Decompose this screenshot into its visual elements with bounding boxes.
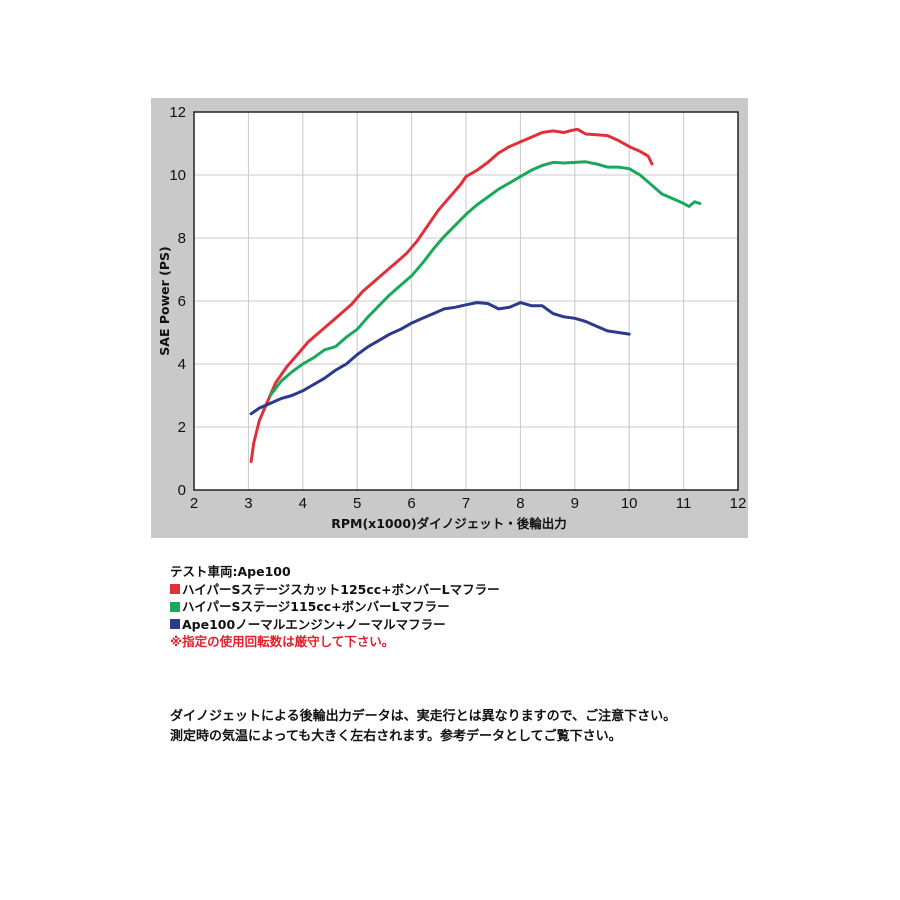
legend-swatch (170, 619, 180, 630)
y-tick-label: 10 (169, 167, 186, 184)
y-axis-label: SAE Power (PS) (157, 246, 172, 355)
note-line-1: ダイノジェットによる後輪出力データは、実走行とは異なりますので、ご注意下さい。 (170, 709, 677, 724)
x-tick-label: 10 (621, 495, 638, 512)
x-tick-label: 2 (190, 495, 198, 512)
series-line-0 (249, 127, 654, 464)
legend-title: テスト車両:Ape100 (170, 564, 291, 579)
legend-item-label: Ape100ノーマルエンジン+ノーマルマフラー (182, 616, 446, 632)
x-tick-label: 11 (676, 495, 692, 512)
y-tick-label: 4 (178, 356, 186, 373)
series-lines (249, 127, 702, 464)
legend-item-label: ハイパーSステージ115cc+ボンバーLマフラー (182, 599, 450, 614)
dyno-chart: 2 3 4 5 6 7 8 9 10 11 12 0 2 4 6 8 10 12 RPM(x1000)ダイノジェッ… (151, 98, 748, 538)
legend-item-green: ハイパーSステージ115cc+ボンバーLマフラー (170, 598, 500, 616)
series-line-1 (268, 160, 702, 397)
legend-swatch (170, 584, 180, 595)
x-tick-label: 5 (353, 495, 361, 512)
x-tick-label: 3 (244, 495, 252, 512)
x-tick-label: 7 (462, 495, 470, 512)
y-tick-label: 8 (178, 230, 186, 247)
x-tick-label: 6 (407, 495, 415, 512)
dyno-note: ダイノジェットによる後輪出力データは、実走行とは異なりますので、ご注意下さい。 … (170, 707, 676, 747)
x-axis-label: RPM(x1000)ダイノジェット・後輪出力 (331, 516, 567, 531)
y-tick-label: 6 (178, 293, 186, 310)
x-tick-label: 12 (730, 495, 747, 512)
legend-item-blue: Ape100ノーマルエンジン+ノーマルマフラー (170, 616, 500, 634)
legend-item-label: ハイパーSステージスカット125cc+ボンバーLマフラー (182, 581, 500, 597)
legend: テスト車両:Ape100 ハイパーSステージスカット125cc+ボンバーLマフラ… (170, 563, 500, 651)
series-line-2 (249, 301, 631, 416)
x-tick-label: 9 (571, 495, 579, 512)
legend-item-red: ハイパーSステージスカット125cc+ボンバーLマフラー (170, 581, 500, 599)
x-tick-label: 8 (516, 495, 524, 512)
legend-swatch (170, 601, 180, 612)
plot-frame (193, 111, 739, 491)
y-tick-label: 0 (178, 482, 186, 499)
x-tick-label: 4 (299, 495, 307, 512)
note-line-2: 測定時の気温によっても大きく左右されます。参考データとしてご覧下さい。 (170, 729, 622, 744)
grid (193, 111, 739, 491)
y-tick-label: 2 (178, 419, 186, 436)
warning-text: ※指定の使用回転数は厳守して下さい。 (170, 634, 395, 649)
y-tick-label: 12 (169, 104, 186, 121)
